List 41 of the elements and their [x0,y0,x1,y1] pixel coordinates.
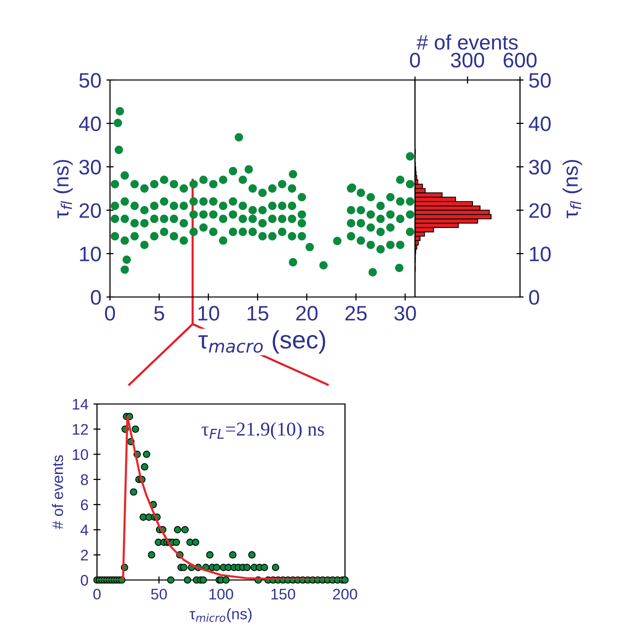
y-tick-label: 0 [90,290,101,305]
x-tick-label: 600 [504,52,537,68]
x-tick-label: 100 [209,588,234,600]
y-tick-label: 10 [530,246,551,262]
x-tick-label: 50 [151,588,167,600]
y-tick-label: 4 [80,524,88,536]
x-axis-title: τ$_{micro}$(ns) [190,608,252,622]
x-tick-label: 20 [296,306,318,321]
x-tick-label: 15 [248,306,268,321]
y-tick-label: 0 [529,290,540,305]
y-tick-label: 40 [528,116,551,132]
y-tick-label: 10 [72,449,88,460]
y-tick-label: 0 [80,574,88,586]
y-tick-label: 2 [80,550,88,560]
y-tick-label: 20 [80,203,101,218]
x-tick-label: 25 [345,306,367,321]
y-axis-title: τ$_{fl}$ (ns) [53,160,73,218]
y-tick-label: 6 [80,499,88,510]
x-axis-title: τ$_{macro}$ (sec) [198,330,326,354]
x-tick-label: 5 [154,306,164,321]
y-tick-label: 50 [79,73,101,88]
annotation: τ$_{FL}$=21.9(10) ns [202,422,324,440]
y-tick-label: 40 [78,116,101,132]
y-tick-label: 30 [529,160,551,175]
x-tick-label: 150 [271,588,296,600]
y-axis-title: # of events [52,455,64,530]
x-tick-label: 200 [333,588,358,600]
y-tick-label: 14 [72,399,88,410]
x-tick-label: 0 [410,52,420,68]
y-tick-label: 12 [72,424,88,435]
x-tick-label: 300 [450,52,484,68]
y-tick-label: 50 [529,73,551,88]
y-tick-label: 20 [529,203,551,218]
y-tick-label: 8 [80,474,88,486]
x-tick-label: 30 [394,306,416,321]
y-axis-title: τ$_{fl}$ (ns) [562,160,582,218]
x-tick-label: 10 [198,306,220,321]
x-tick-label: 0 [105,306,115,321]
x-axis-title: # of events [416,34,518,50]
y-tick-label: 10 [80,246,101,262]
y-tick-label: 30 [79,160,101,175]
